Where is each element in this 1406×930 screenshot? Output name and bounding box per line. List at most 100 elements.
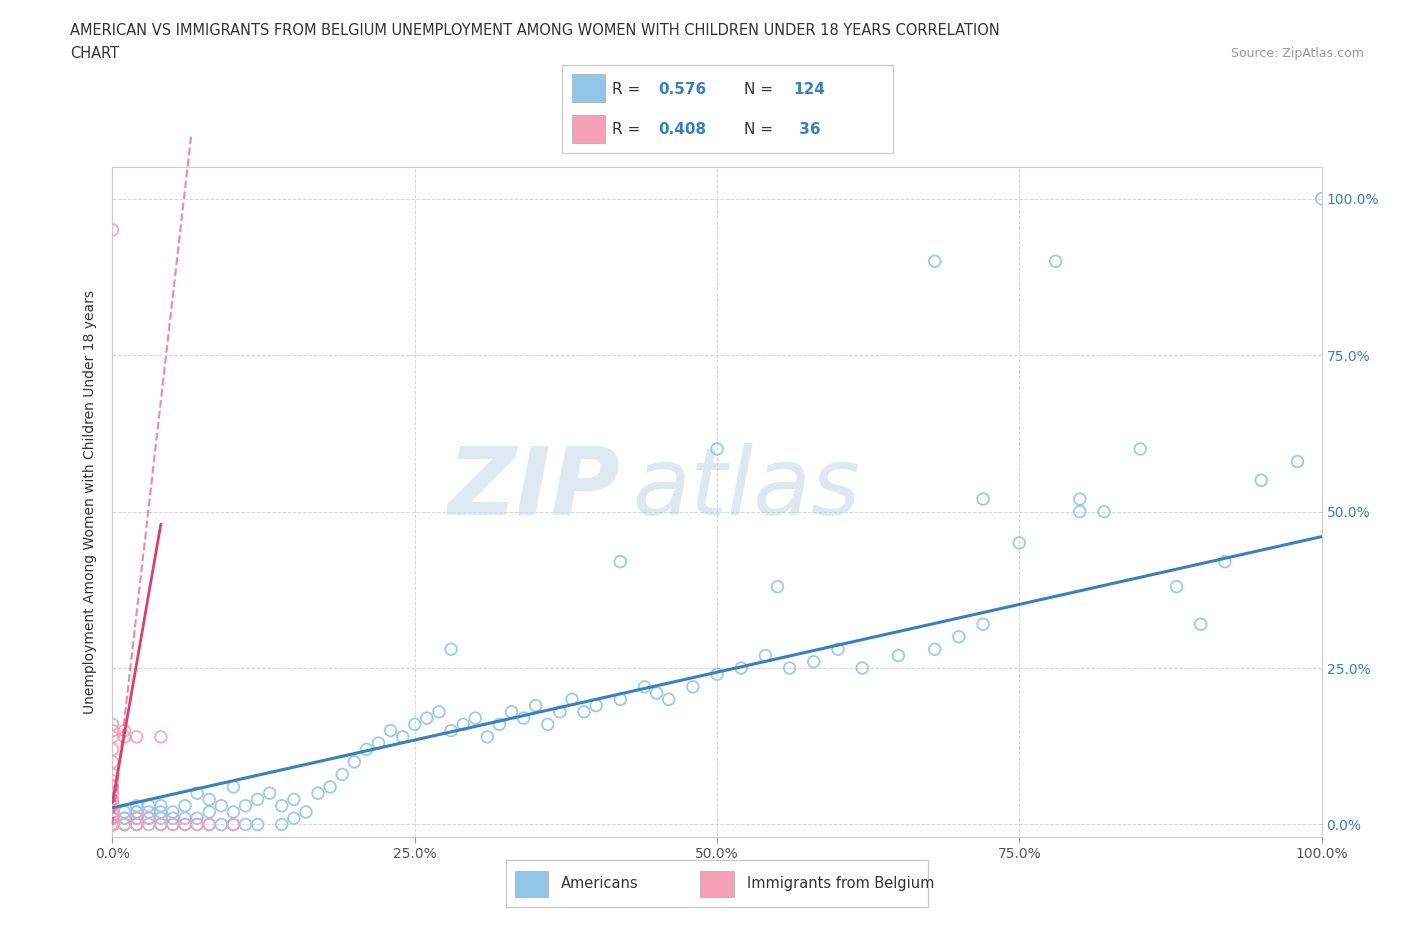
Point <box>561 692 583 707</box>
Point <box>645 685 668 700</box>
Point <box>222 804 245 819</box>
Point <box>609 554 631 569</box>
Point <box>149 729 172 744</box>
Bar <box>572 74 606 102</box>
Text: 36: 36 <box>793 122 820 137</box>
Point <box>537 717 560 732</box>
Point <box>585 698 607 713</box>
Point <box>101 817 124 832</box>
Point <box>222 817 245 832</box>
Point <box>101 817 124 832</box>
Point <box>198 817 221 832</box>
Point <box>174 817 197 832</box>
Y-axis label: Unemployment Among Women with Children Under 18 years: Unemployment Among Women with Children U… <box>83 290 97 714</box>
Point <box>101 779 124 794</box>
Point <box>125 798 148 813</box>
Point <box>138 798 160 813</box>
Point <box>101 786 124 801</box>
Point <box>972 492 994 507</box>
Text: R =: R = <box>612 83 645 98</box>
Point <box>114 817 136 832</box>
Point <box>1069 492 1091 507</box>
Point <box>451 717 474 732</box>
Point <box>114 817 136 832</box>
Point <box>101 804 124 819</box>
Point <box>114 729 136 744</box>
Point <box>198 804 221 819</box>
Text: 0.408: 0.408 <box>658 122 706 137</box>
Point <box>174 811 197 826</box>
Point <box>101 798 124 813</box>
Point <box>1250 472 1272 487</box>
Point <box>380 724 402 738</box>
Point <box>101 811 124 826</box>
Point <box>222 779 245 794</box>
Point <box>887 648 910 663</box>
Point <box>609 692 631 707</box>
Point <box>101 742 124 757</box>
Point <box>101 817 124 832</box>
Point <box>416 711 439 725</box>
Point <box>149 798 172 813</box>
Point <box>186 786 208 801</box>
Point <box>512 711 534 725</box>
Point <box>101 811 124 826</box>
Point <box>524 698 547 713</box>
Point <box>101 811 124 826</box>
Point <box>367 736 389 751</box>
Point <box>162 817 184 832</box>
Point <box>427 704 450 719</box>
Point <box>779 660 801 675</box>
Point <box>209 798 232 813</box>
Point <box>138 817 160 832</box>
Point <box>270 817 292 832</box>
Point <box>149 817 172 832</box>
Point <box>101 817 124 832</box>
Point <box>125 817 148 832</box>
Point <box>114 817 136 832</box>
Point <box>162 817 184 832</box>
Point <box>477 729 499 744</box>
Text: Americans: Americans <box>561 876 638 891</box>
Point <box>125 804 148 819</box>
Point <box>924 254 946 269</box>
Point <box>198 792 221 807</box>
Point <box>1213 554 1236 569</box>
Point <box>101 222 124 237</box>
Point <box>633 680 655 695</box>
Point <box>125 729 148 744</box>
Point <box>101 817 124 832</box>
Point <box>114 724 136 738</box>
Text: N =: N = <box>744 122 778 137</box>
Bar <box>515 870 548 897</box>
Bar <box>700 870 734 897</box>
Point <box>391 729 413 744</box>
Text: CHART: CHART <box>70 46 120 61</box>
Point <box>283 792 305 807</box>
Point <box>138 811 160 826</box>
Point <box>101 779 124 794</box>
Point <box>658 692 681 707</box>
Point <box>101 798 124 813</box>
Point <box>307 786 329 801</box>
Point <box>125 811 148 826</box>
Point <box>101 817 124 832</box>
Point <box>319 779 342 794</box>
Point <box>209 817 232 832</box>
Point <box>754 648 776 663</box>
Point <box>1045 254 1067 269</box>
Point <box>101 792 124 807</box>
Point <box>101 817 124 832</box>
Point <box>948 630 970 644</box>
Point <box>766 579 789 594</box>
Point <box>222 817 245 832</box>
Point <box>114 804 136 819</box>
Point <box>101 798 124 813</box>
Point <box>1008 536 1031 551</box>
Point <box>259 786 281 801</box>
Point <box>186 811 208 826</box>
Point <box>149 804 172 819</box>
Point <box>101 811 124 826</box>
Text: Source: ZipAtlas.com: Source: ZipAtlas.com <box>1230 46 1364 60</box>
Point <box>440 642 463 657</box>
